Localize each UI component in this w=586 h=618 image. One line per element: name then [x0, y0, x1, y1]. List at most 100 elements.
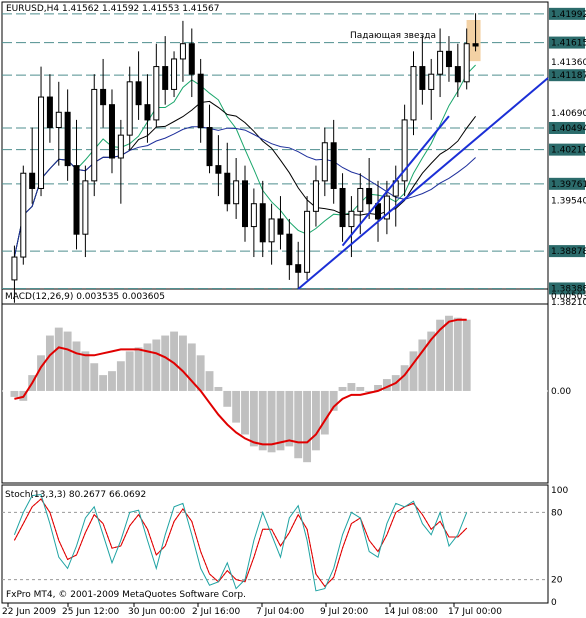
candle	[171, 51, 178, 98]
macd-hist-bar	[382, 379, 391, 391]
candle	[162, 36, 169, 105]
candle	[64, 89, 71, 181]
level-label: 1.40494	[551, 124, 586, 134]
macd-hist-bar	[276, 390, 285, 451]
price-axis-tick: 1.39540	[551, 197, 586, 207]
candle	[206, 104, 213, 174]
candle-body	[215, 165, 222, 174]
macd-hist-bar	[418, 339, 427, 391]
price-axis-tick: 1.40690	[551, 109, 586, 119]
candle-body	[171, 58, 178, 90]
x-axis-label: 7 Jul 04:00	[256, 607, 305, 617]
candle	[126, 66, 133, 151]
candle	[312, 165, 319, 227]
candle-body	[366, 187, 373, 205]
candle	[366, 158, 373, 219]
stoch-main-line	[13, 493, 468, 592]
candle	[419, 36, 426, 105]
candle-body	[64, 111, 71, 167]
candle	[91, 74, 98, 197]
candle	[295, 241, 302, 290]
candle	[197, 58, 204, 143]
candle-body	[348, 210, 355, 228]
level-label-box	[549, 282, 585, 295]
macd-hist-bar	[356, 386, 365, 391]
pattern-annotation: Падающая звезда	[350, 31, 436, 41]
candle	[29, 127, 36, 204]
candle-body	[206, 127, 213, 167]
candle	[445, 36, 452, 82]
candle	[463, 28, 470, 90]
candle-body	[100, 88, 107, 106]
candle-body	[135, 81, 142, 106]
macd-hist-bar	[178, 335, 187, 391]
candle-body	[286, 233, 293, 266]
macd-hist-bar	[338, 386, 347, 391]
candle	[348, 196, 355, 258]
candle-body	[126, 81, 133, 136]
price-axis-tick: 1.41360	[551, 58, 586, 68]
candle	[472, 13, 479, 52]
candle-body	[304, 210, 311, 273]
macd-hist-bar	[312, 390, 320, 451]
candle	[38, 66, 45, 197]
level-label-box	[549, 69, 585, 82]
x-axis-label: 17 Jul 00:00	[448, 607, 502, 617]
candle	[330, 119, 337, 204]
macd-hist-bar	[99, 375, 108, 391]
macd-hist-bar	[409, 351, 418, 391]
candle-body	[11, 256, 18, 281]
macd-hist-bar	[108, 371, 116, 391]
candle-body	[321, 142, 328, 182]
candle-body	[339, 187, 346, 228]
candle	[259, 180, 266, 258]
candle-body	[268, 218, 275, 243]
candle	[215, 135, 222, 197]
candle	[179, 20, 186, 82]
macd-hist-bar	[400, 365, 409, 391]
candle-body	[383, 195, 390, 220]
candle-body	[295, 264, 302, 273]
macd-hist-bar	[54, 327, 63, 391]
candle-body	[46, 96, 53, 129]
symbol-info: EURUSD,H4 1.41562 1.41592 1.41553 1.4156…	[6, 4, 219, 14]
candle-body	[153, 66, 160, 121]
stoch-axis-100: 100	[551, 486, 568, 496]
macd-axis-top: 0.005037	[551, 292, 586, 302]
candle	[277, 196, 284, 250]
candle	[224, 142, 231, 212]
candle-body	[117, 134, 124, 159]
macd-hist-bar	[462, 319, 471, 391]
candle-body	[38, 96, 45, 189]
candle-body	[410, 66, 417, 121]
candle-body	[419, 66, 426, 90]
macd-hist-bar	[205, 371, 214, 391]
candle	[410, 51, 417, 136]
macd-hist-bar	[445, 315, 453, 391]
macd-hist-bar	[37, 355, 45, 391]
macd-hist-bar	[170, 331, 178, 391]
candle	[135, 51, 142, 120]
candle	[100, 58, 107, 128]
candle-body	[233, 180, 240, 205]
macd-hist-bar	[374, 385, 382, 391]
x-axis-label: 30 Jun 00:00	[128, 607, 185, 617]
candle	[250, 188, 257, 258]
x-axis-label: 2 Jul 16:00	[192, 607, 241, 617]
candle	[46, 74, 53, 143]
candle-body	[259, 203, 266, 243]
macd-hist-bar	[258, 390, 267, 451]
candle-body	[108, 104, 115, 159]
macd-hist-bar	[303, 390, 312, 463]
level-label: 1.39761	[551, 180, 586, 190]
candle	[117, 119, 124, 204]
macd-hist-bar	[161, 335, 170, 391]
candle	[428, 58, 435, 120]
candle	[392, 165, 399, 227]
candle-body	[250, 203, 257, 228]
level-label-box	[549, 143, 585, 156]
candle	[339, 173, 346, 242]
macd-hist-bar	[241, 390, 249, 435]
